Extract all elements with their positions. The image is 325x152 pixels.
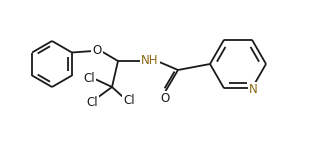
Text: Cl: Cl — [123, 93, 135, 107]
Text: N: N — [249, 83, 257, 96]
Text: O: O — [160, 92, 170, 105]
Text: Cl: Cl — [83, 73, 95, 85]
Text: Cl: Cl — [86, 95, 98, 109]
Text: O: O — [92, 45, 102, 57]
Text: NH: NH — [141, 55, 159, 67]
